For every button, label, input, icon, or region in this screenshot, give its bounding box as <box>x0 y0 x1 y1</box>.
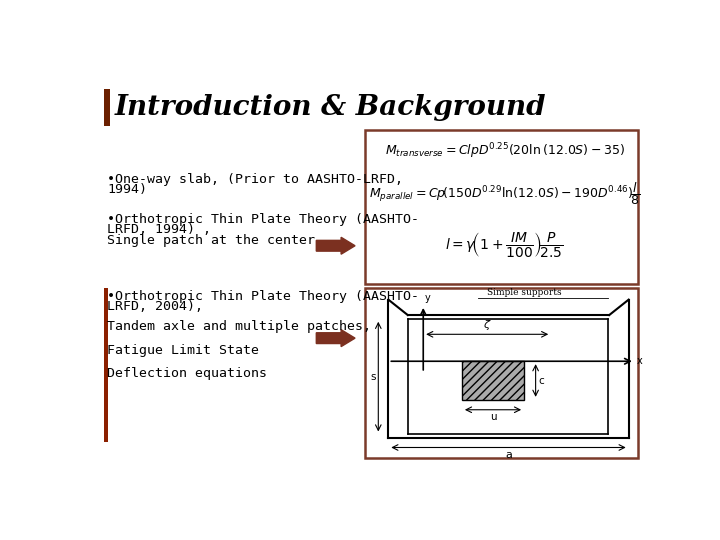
Text: x: x <box>636 356 642 366</box>
Text: LRFD, 1994) ,: LRFD, 1994) , <box>107 224 211 237</box>
Text: •One-way slab, (Prior to AASHTO-LRFD,: •One-way slab, (Prior to AASHTO-LRFD, <box>107 173 403 186</box>
Bar <box>104 288 108 442</box>
Text: Single patch at the center: Single patch at the center <box>107 234 315 247</box>
Bar <box>365 288 638 457</box>
Text: $\zeta$: $\zeta$ <box>482 318 491 332</box>
Text: •Orthotropic Thin Plate Theory (AASHTO-: •Orthotropic Thin Plate Theory (AASHTO- <box>107 213 419 226</box>
Text: Introduction & Background: Introduction & Background <box>114 94 546 122</box>
FancyArrow shape <box>316 237 355 254</box>
Text: •Orthotropic Thin Plate Theory (AASHTO-: •Orthotropic Thin Plate Theory (AASHTO- <box>107 289 419 302</box>
Text: Deflection equations: Deflection equations <box>107 367 267 380</box>
Text: $M_{\mathit{parallel}} = \mathit{Cp}\!\left(150D^{0.29}\ln\!\left(12.0S\right)-1: $M_{\mathit{parallel}} = \mathit{Cp}\!\l… <box>369 180 640 207</box>
Bar <box>365 130 638 284</box>
Text: Fatigue Limit State: Fatigue Limit State <box>107 343 259 356</box>
FancyArrow shape <box>316 330 355 347</box>
Bar <box>462 361 524 400</box>
Text: $M_{\mathit{transverse}} = \mathit{Clp}D^{0.25}\left(20\ln\left(12.0S\right)-35\: $M_{\mathit{transverse}} = \mathit{Clp}D… <box>384 142 624 161</box>
Text: Simple supports: Simple supports <box>487 288 562 298</box>
Text: s: s <box>371 372 376 382</box>
Text: LRFD, 2004),: LRFD, 2004), <box>107 300 203 313</box>
Text: u: u <box>490 412 496 422</box>
Text: c: c <box>538 375 544 386</box>
Text: $l = \gamma\!\left(1+\dfrac{IM}{100}\right)\!\dfrac{P}{2.5}$: $l = \gamma\!\left(1+\dfrac{IM}{100}\rig… <box>446 231 564 259</box>
Text: Tandem axle and multiple patches,: Tandem axle and multiple patches, <box>107 320 371 333</box>
Text: a: a <box>505 450 512 460</box>
Bar <box>104 90 110 126</box>
Text: y: y <box>425 293 431 303</box>
Text: 1994): 1994) <box>107 184 147 197</box>
